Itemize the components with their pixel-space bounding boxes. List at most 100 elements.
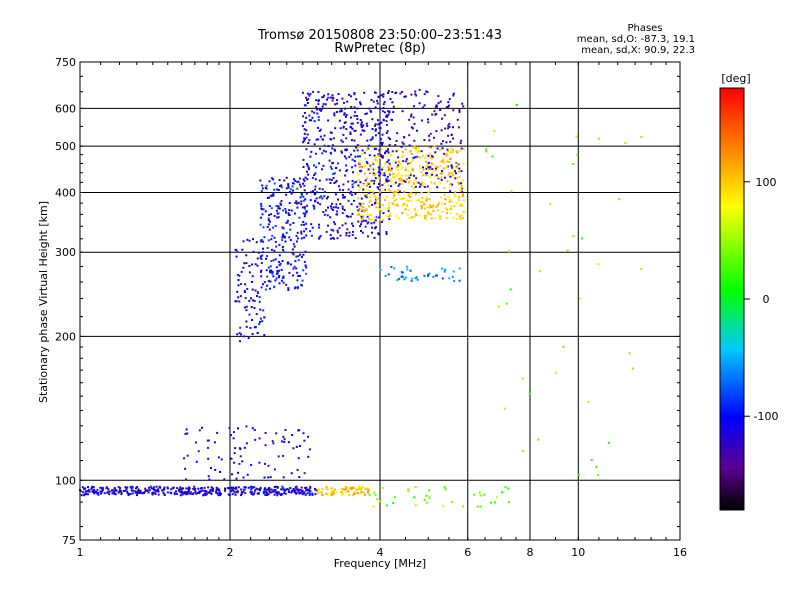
data-point bbox=[330, 237, 332, 240]
data-point bbox=[435, 205, 438, 208]
data-point bbox=[269, 476, 272, 479]
data-point bbox=[260, 269, 263, 272]
data-point bbox=[245, 320, 248, 323]
data-point bbox=[400, 145, 403, 148]
data-point bbox=[444, 203, 447, 205]
data-point bbox=[453, 280, 455, 283]
data-point bbox=[344, 121, 347, 124]
data-point bbox=[230, 486, 233, 489]
data-point bbox=[382, 203, 385, 206]
data-point bbox=[262, 240, 265, 243]
data-point bbox=[234, 486, 237, 489]
data-point bbox=[331, 99, 334, 102]
data-point bbox=[387, 179, 390, 182]
data-point bbox=[254, 438, 257, 441]
data-point bbox=[353, 114, 356, 117]
data-point bbox=[359, 170, 361, 172]
data-point bbox=[447, 161, 450, 163]
data-point bbox=[351, 122, 354, 125]
data-point bbox=[191, 493, 194, 496]
data-point bbox=[263, 488, 266, 491]
data-point bbox=[505, 302, 508, 305]
data-point bbox=[353, 199, 355, 202]
data-point bbox=[403, 203, 405, 206]
data-point bbox=[285, 211, 287, 214]
data-point bbox=[443, 114, 446, 117]
data-point bbox=[439, 165, 442, 168]
data-point bbox=[312, 90, 315, 93]
data-point bbox=[370, 222, 373, 225]
data-point bbox=[283, 490, 286, 492]
data-point bbox=[317, 91, 320, 93]
data-point bbox=[360, 214, 363, 216]
data-point bbox=[240, 491, 243, 494]
data-point bbox=[377, 119, 379, 122]
data-point bbox=[432, 171, 435, 174]
data-point bbox=[405, 276, 407, 279]
data-point bbox=[305, 136, 308, 139]
data-point bbox=[392, 105, 395, 108]
data-point bbox=[356, 213, 359, 216]
data-point bbox=[409, 172, 412, 175]
data-point bbox=[438, 215, 441, 217]
data-point bbox=[397, 149, 400, 151]
data-point bbox=[538, 270, 541, 273]
data-point bbox=[363, 172, 366, 175]
data-point bbox=[259, 223, 262, 226]
data-point bbox=[244, 283, 247, 286]
data-point bbox=[87, 486, 89, 488]
data-point bbox=[331, 202, 334, 205]
data-point bbox=[362, 202, 365, 205]
data-point bbox=[414, 209, 417, 212]
data-point bbox=[378, 208, 381, 211]
data-point bbox=[369, 138, 372, 141]
data-point bbox=[443, 194, 446, 197]
data-point bbox=[226, 486, 229, 489]
data-point bbox=[284, 488, 287, 491]
data-point bbox=[373, 236, 376, 239]
data-point bbox=[336, 99, 339, 101]
data-point bbox=[425, 218, 427, 221]
data-point bbox=[452, 174, 454, 177]
data-point bbox=[352, 486, 355, 489]
data-point bbox=[449, 190, 452, 193]
data-point bbox=[245, 254, 248, 257]
data-point bbox=[449, 151, 452, 154]
data-point bbox=[430, 162, 433, 165]
data-point bbox=[348, 493, 351, 496]
data-point bbox=[82, 491, 85, 494]
data-point bbox=[393, 200, 396, 202]
data-point bbox=[437, 176, 440, 179]
data-point bbox=[351, 179, 354, 182]
data-point bbox=[332, 137, 335, 140]
data-point bbox=[449, 212, 452, 215]
data-point bbox=[356, 144, 359, 147]
data-point bbox=[346, 228, 349, 231]
data-point bbox=[198, 490, 201, 493]
data-point bbox=[402, 196, 405, 199]
data-point bbox=[328, 159, 331, 162]
data-point bbox=[344, 222, 347, 225]
data-point bbox=[374, 158, 377, 161]
data-point bbox=[245, 442, 248, 445]
data-point bbox=[237, 279, 240, 281]
data-point bbox=[413, 215, 416, 218]
data-point bbox=[260, 190, 263, 193]
data-point bbox=[326, 196, 329, 198]
data-point bbox=[336, 237, 339, 240]
data-point bbox=[194, 490, 197, 493]
data-point bbox=[296, 468, 299, 471]
data-point bbox=[264, 288, 267, 291]
data-point bbox=[360, 169, 363, 172]
data-point bbox=[315, 138, 318, 141]
data-point bbox=[417, 199, 420, 202]
data-point bbox=[435, 130, 438, 133]
data-point bbox=[289, 223, 292, 226]
data-point bbox=[272, 193, 275, 196]
data-point bbox=[277, 491, 280, 494]
data-point bbox=[193, 489, 196, 491]
data-point bbox=[387, 113, 390, 116]
data-point bbox=[424, 168, 426, 171]
data-point bbox=[352, 171, 354, 174]
data-point bbox=[315, 166, 318, 169]
